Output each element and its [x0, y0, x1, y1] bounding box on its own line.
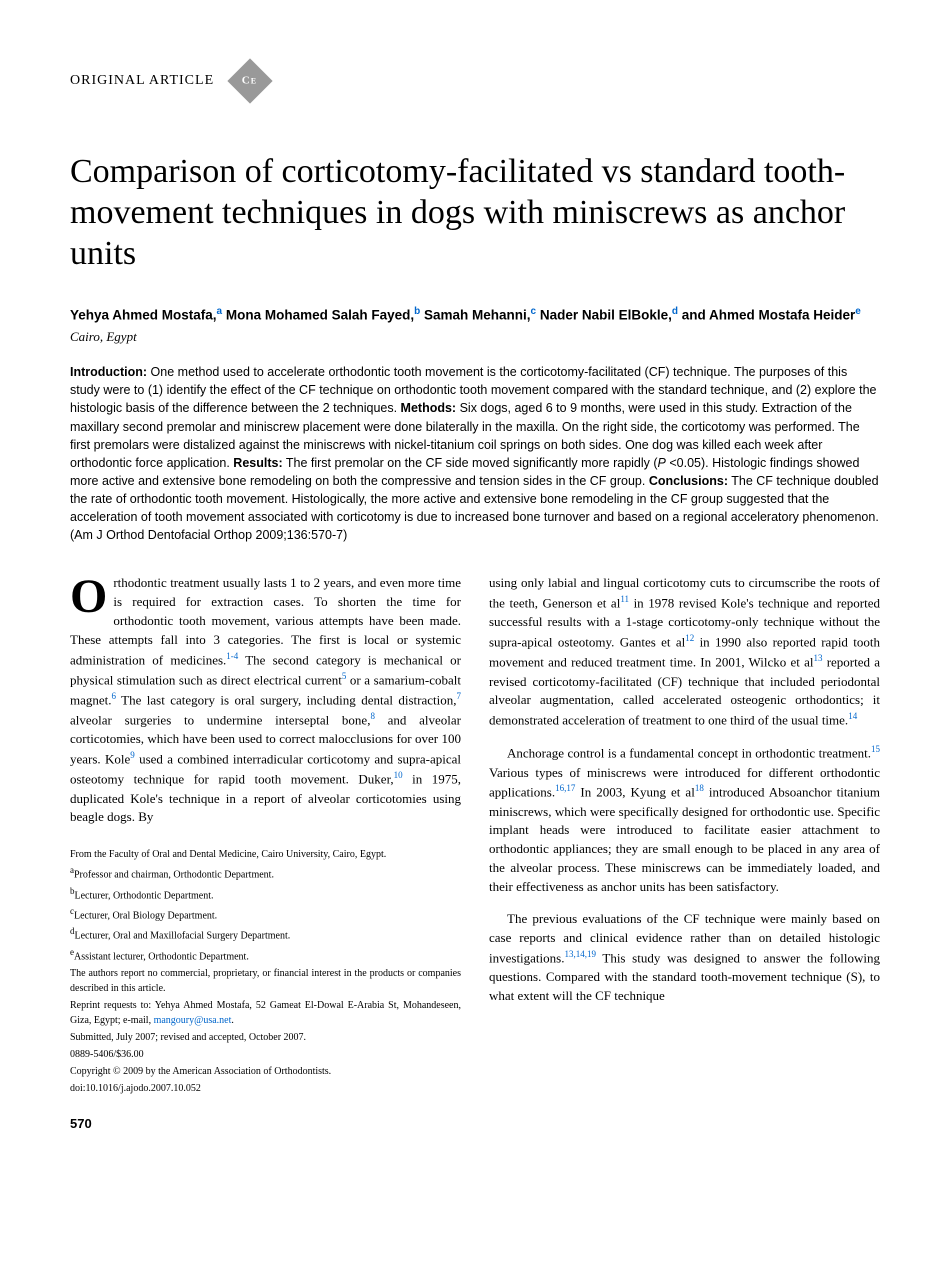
abstract-results-label: Results: — [233, 456, 282, 470]
article-type-text: ORIGINAL ARTICLE — [70, 73, 214, 89]
body-text-3d: introduced Absoanchor titanium miniscrew… — [489, 785, 880, 894]
body-para-2: using only labial and lingual corticotom… — [489, 574, 880, 730]
abstract: Introduction: One method used to acceler… — [70, 363, 880, 544]
footnote-reprint: Reprint requests to: Yehya Ahmed Mostafa… — [70, 998, 461, 1028]
footnote-copyright: Copyright © 2009 by the American Associa… — [70, 1064, 461, 1079]
body-para-4: The previous evaluations of the CF techn… — [489, 910, 880, 1006]
body-para-3: Anchorage control is a fundamental conce… — [489, 743, 880, 896]
ref-10[interactable]: 10 — [394, 770, 403, 780]
footnote-email-link[interactable]: mangoury@usa.net — [154, 1015, 232, 1026]
ref-18[interactable]: 18 — [695, 783, 704, 793]
ref-14[interactable]: 14 — [848, 711, 857, 721]
page-number: 570 — [70, 1116, 880, 1131]
footnote-submitted: Submitted, July 2007; revised and accept… — [70, 1030, 461, 1045]
author-location: Cairo, Egypt — [70, 329, 880, 345]
body-text-3a: Anchorage control is a fundamental conce… — [507, 746, 871, 761]
ce-diamond-icon: CE — [228, 58, 273, 103]
footnote-e: eAssistant lecturer, Orthodontic Departm… — [70, 946, 461, 964]
ref-15[interactable]: 15 — [871, 744, 880, 754]
body-text-1d: The last category is oral surgery, inclu… — [116, 692, 456, 707]
footnote-disclosure: The authors report no commercial, propri… — [70, 966, 461, 996]
body-para-1: Orthodontic treatment usually lasts 1 to… — [70, 574, 461, 827]
footnote-c: cLecturer, Oral Biology Department. — [70, 905, 461, 923]
abstract-conclusions-label: Conclusions: — [649, 474, 728, 488]
abstract-methods-label: Methods: — [401, 401, 457, 415]
ref-13-14-19[interactable]: 13,14,19 — [564, 949, 596, 959]
abstract-intro-label: Introduction: — [70, 365, 147, 379]
ref-12[interactable]: 12 — [685, 633, 694, 643]
footnote-b: bLecturer, Orthodontic Department. — [70, 885, 461, 903]
footnote-issn: 0889-5406/$36.00 — [70, 1047, 461, 1062]
dropcap: O — [70, 574, 113, 616]
footnote-d: dLecturer, Oral and Maxillofacial Surger… — [70, 925, 461, 943]
footnote-from: From the Faculty of Oral and Dental Medi… — [70, 847, 461, 862]
body-text-1e: alveolar surgeries to undermine intersep… — [70, 713, 370, 728]
ref-16-17[interactable]: 16,17 — [555, 783, 575, 793]
ref-7[interactable]: 7 — [457, 691, 462, 701]
authors-list: Yehya Ahmed Mostafa,a Mona Mohamed Salah… — [70, 304, 880, 326]
ce-badge: CE — [229, 60, 271, 102]
ref-1-4[interactable]: 1-4 — [226, 651, 238, 661]
body-columns: Orthodontic treatment usually lasts 1 to… — [70, 574, 880, 1096]
article-type-label: ORIGINAL ARTICLE CE — [70, 60, 880, 102]
footnotes: From the Faculty of Oral and Dental Medi… — [70, 847, 461, 1096]
abstract-p-value: P — [658, 456, 666, 470]
article-title: Comparison of corticotomy-facilitated vs… — [70, 152, 880, 274]
body-text-3c: In 2003, Kyung et al — [575, 785, 695, 800]
ce-badge-text: CE — [242, 75, 257, 86]
footnote-a: aProfessor and chairman, Orthodontic Dep… — [70, 864, 461, 882]
ref-11[interactable]: 11 — [620, 594, 629, 604]
footnote-doi: doi:10.1016/j.ajodo.2007.10.052 — [70, 1081, 461, 1096]
abstract-results-pre: The first premolar on the CF side moved … — [283, 456, 658, 470]
